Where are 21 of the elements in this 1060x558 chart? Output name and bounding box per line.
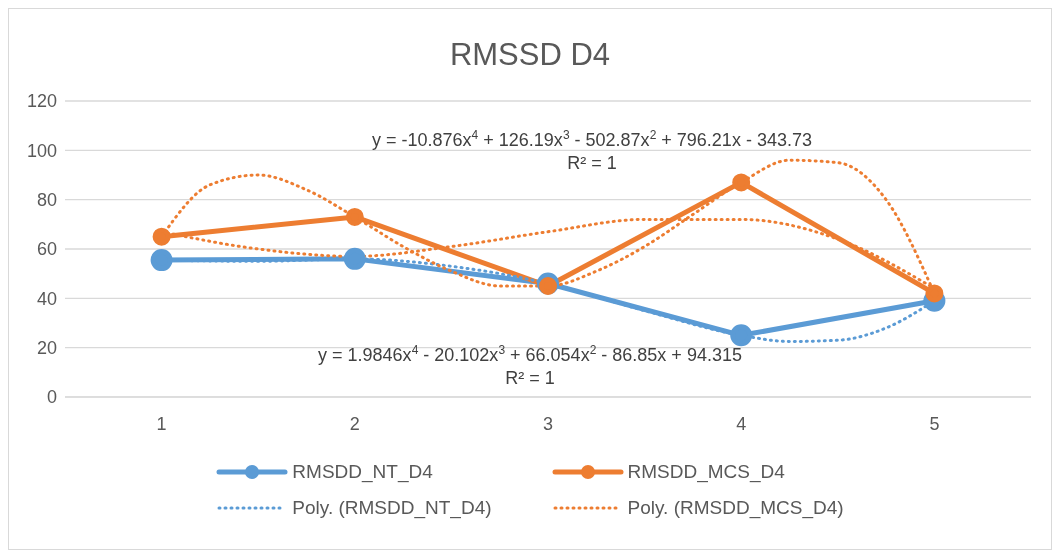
x-tick-label: 5 — [929, 413, 940, 434]
legend-label: RMSDD_MCS_D4 — [627, 461, 785, 483]
chart-title: RMSSD D4 — [448, 36, 612, 72]
y-tick-label: 0 — [46, 387, 57, 408]
annotation: y = 1.9846x$^{4}$ - 20.102x$^{3}$ + 66.054x$^{2}$ - 86.85x + 94.315 — [318, 343, 742, 365]
legend-label: RMSDD_NT_D4 — [292, 461, 433, 483]
x-tick-label: 2 — [349, 413, 360, 434]
y-tick-label: 60 — [36, 239, 57, 260]
y-tick-label: 80 — [36, 190, 57, 211]
annotation: R² = 1 — [567, 153, 617, 173]
x-tick-label: 4 — [736, 413, 747, 434]
y-tick-label: 20 — [36, 338, 57, 359]
y-tick-label: 40 — [36, 288, 57, 309]
y-tick-label: 100 — [26, 140, 57, 161]
x-tick-label: 3 — [542, 413, 554, 434]
annotation: R² = 1 — [505, 368, 555, 388]
annotation: y = -10.876x$^{4}$ + 126.19x$^{3}$ - 502.87x$^{2}$ + 796.21x - 343.73 — [372, 128, 812, 150]
x-tick-label: 1 — [156, 413, 167, 434]
y-tick-label: 120 — [26, 91, 57, 112]
legend-label: Poly. (RMSDD_NT_D4) — [292, 497, 492, 519]
legend-label: Poly. (RMSDD_MCS_D4) — [627, 497, 844, 519]
